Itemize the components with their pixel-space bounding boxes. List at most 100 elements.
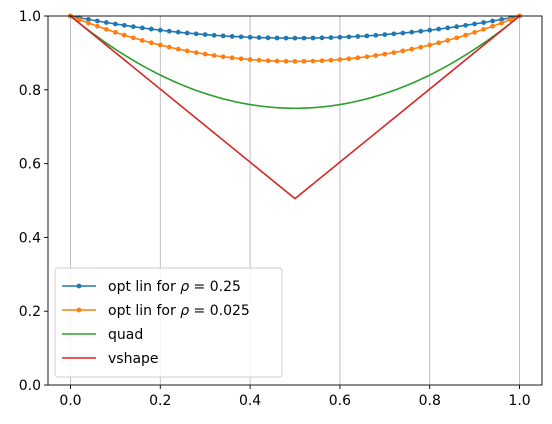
series-2-point-8 <box>139 38 145 43</box>
series-2-point-39 <box>418 44 424 50</box>
series-1-point-9 <box>148 26 154 32</box>
series-2-point-41 <box>436 40 442 46</box>
x-tick-label: 0.6 <box>329 393 351 409</box>
series-2-point-12 <box>175 46 181 52</box>
series-2-point-27 <box>310 58 316 64</box>
series-2-point-44 <box>463 32 469 38</box>
series-2-point-31 <box>346 56 352 62</box>
series-1-point-5 <box>112 21 118 27</box>
series-2-point-48 <box>499 20 504 26</box>
series-2-point-26 <box>301 58 307 64</box>
series-1-point-11 <box>166 28 172 34</box>
series-1-point-21 <box>256 35 262 40</box>
legend-label-part: ρ <box>180 279 189 295</box>
y-tick-label: 0.2 <box>19 304 41 320</box>
series-2-point-38 <box>409 46 415 52</box>
series-1-point-15 <box>202 32 208 37</box>
x-tick-label: 0.8 <box>419 393 441 409</box>
series-1-point-30 <box>337 34 343 40</box>
y-tick-label: 0.4 <box>19 230 41 246</box>
series-1-point-48 <box>499 17 504 22</box>
series-1-point-19 <box>238 34 244 40</box>
series-1-point-8 <box>139 25 145 31</box>
series-2-point-15 <box>202 51 208 57</box>
x-tick-label: 0.2 <box>149 393 171 409</box>
series-2-point-47 <box>490 23 495 29</box>
series-1-point-47 <box>490 18 495 24</box>
series-2-point-13 <box>184 48 190 54</box>
legend-label-3: quad <box>108 327 143 343</box>
legend-label-4: vshape <box>108 351 159 367</box>
series-1-point-43 <box>454 24 460 30</box>
series-2-point-20 <box>247 57 253 62</box>
series-2-point-40 <box>427 42 433 48</box>
series-2-point-7 <box>130 35 136 41</box>
series-1-point-28 <box>319 35 325 41</box>
series-1-point-4 <box>103 20 109 25</box>
series-1-point-25 <box>292 35 298 41</box>
series-2-point-30 <box>337 57 343 62</box>
series-2-point-32 <box>355 55 361 61</box>
legend-label-part: opt lin for <box>108 279 180 295</box>
series-2-point-42 <box>445 38 451 43</box>
series-2-point-28 <box>319 58 325 64</box>
legend-label-part: = 0.25 <box>189 279 241 295</box>
tick-layer: 0.0 0.2 0.4 0.6 0.8 1.0 0.0 0.2 0.4 0.6 0.8 1.0 <box>19 9 531 409</box>
legend-label-1: opt lin for ρ = 0.25 <box>108 279 241 295</box>
series-2-point-24 <box>283 58 289 64</box>
series-2-point-33 <box>364 54 370 60</box>
series-2-point-14 <box>193 50 199 56</box>
series-2-point-36 <box>391 50 397 56</box>
series-1-point-45 <box>472 21 478 27</box>
series-1-point-6 <box>121 22 127 28</box>
series-2-point-22 <box>265 58 271 64</box>
series-2-point-49 <box>508 17 513 22</box>
series-2-point-9 <box>148 40 154 46</box>
y-tick-label: 0.8 <box>19 83 41 99</box>
series-1-point-38 <box>409 29 415 35</box>
series-2-point-34 <box>373 53 379 58</box>
series-1-point-37 <box>400 30 406 36</box>
series-1-point-33 <box>364 33 370 39</box>
series-1-point-17 <box>220 33 226 39</box>
series-1-point-46 <box>481 20 487 25</box>
series-1-point-29 <box>328 35 334 40</box>
series-line-3 <box>69 15 521 110</box>
y-tick-label: 0.0 <box>19 378 41 394</box>
series-2-point-6 <box>121 32 127 38</box>
series-1-point-23 <box>274 35 280 41</box>
series-1-point-20 <box>247 34 253 40</box>
series-2-point-3 <box>95 23 100 29</box>
series-1-point-44 <box>463 22 469 28</box>
series-1-point-26 <box>301 35 307 41</box>
series-2-point-18 <box>229 55 235 61</box>
series-2-point-43 <box>454 35 460 41</box>
series-2-point-2 <box>86 20 91 26</box>
series-1-point-16 <box>211 32 217 38</box>
series-line-1 <box>69 15 521 39</box>
series-2-point-10 <box>157 42 163 48</box>
series-1-point-3 <box>95 18 100 24</box>
series-1-point-13 <box>184 30 190 36</box>
series-1-point-39 <box>418 28 424 34</box>
series-2-point-1 <box>77 17 82 22</box>
y-tick-label: 0.6 <box>19 157 41 173</box>
axes <box>47 15 543 386</box>
legend-label-part: = 0.025 <box>189 303 250 319</box>
series-2-point-37 <box>400 48 406 54</box>
series-1-point-32 <box>355 34 361 39</box>
series-2-point-35 <box>382 51 388 57</box>
series-2-point-4 <box>103 26 109 32</box>
legend-marker-2 <box>76 307 82 313</box>
series-1-point-14 <box>193 31 199 37</box>
series-2-point-23 <box>274 58 280 64</box>
series-1-point-40 <box>427 27 433 33</box>
series-1-point-18 <box>229 34 235 39</box>
series-1-point-12 <box>175 29 181 35</box>
series-2-point-16 <box>211 53 217 58</box>
series-2-point-25 <box>292 58 298 64</box>
series-2-point-21 <box>256 57 262 63</box>
